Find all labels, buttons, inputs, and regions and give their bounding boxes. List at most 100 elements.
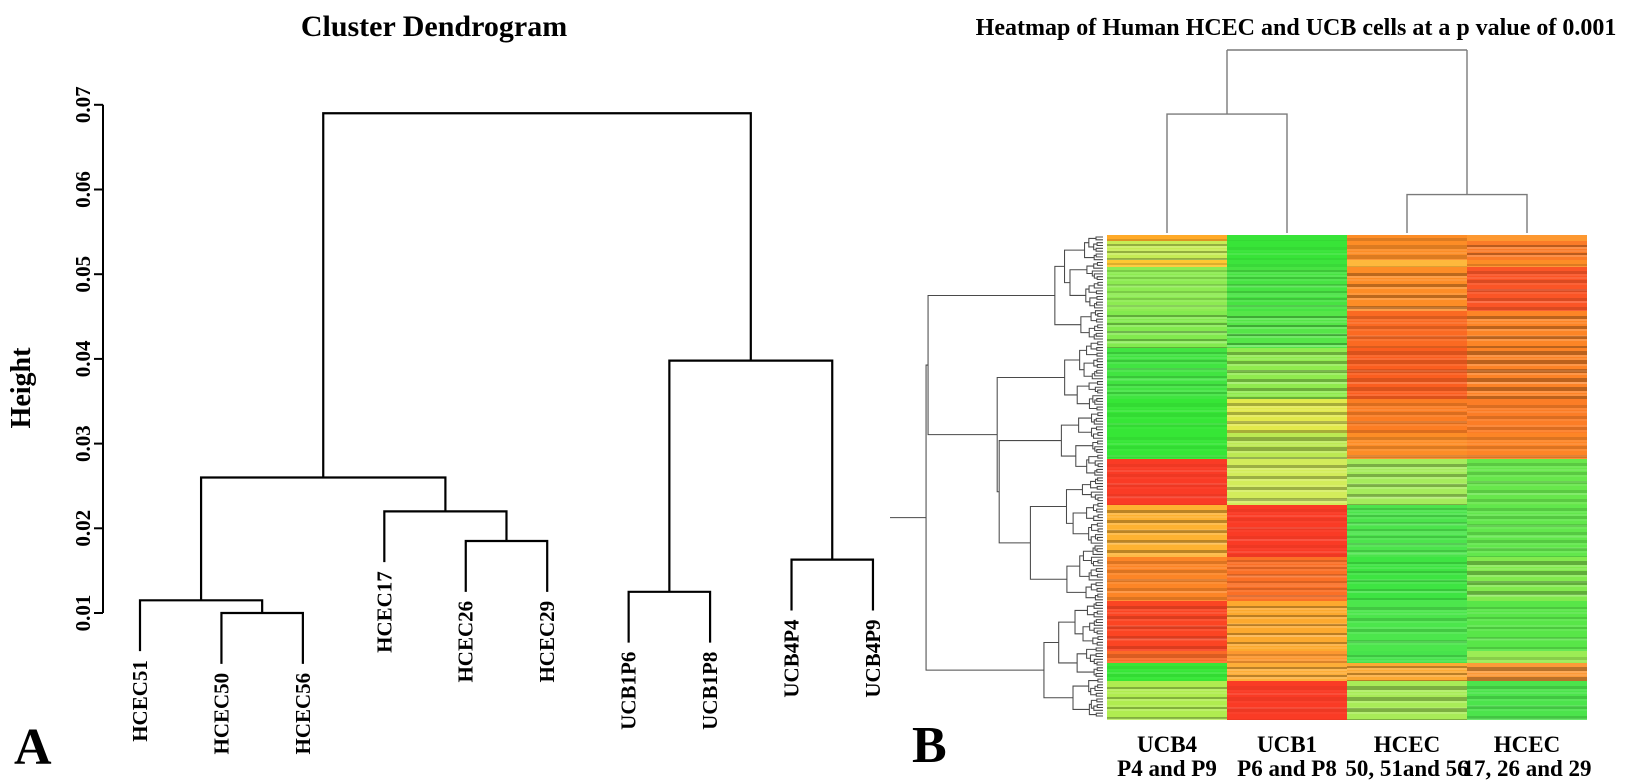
dendrogram-merge (668, 359, 834, 592)
panel-b-title: Heatmap of Human HCEC and UCB cells at a… (975, 15, 1617, 41)
row-dendro-merge (1097, 678, 1103, 683)
row-dendro-merge (1097, 454, 1103, 459)
dendrogram-merge (464, 539, 549, 592)
heatmap-cell-band3-col1 (1227, 267, 1347, 311)
row-dendro-merge (1097, 684, 1103, 689)
leaf-label: HCEC51 (128, 660, 152, 742)
row-dendro-merge (1097, 528, 1103, 533)
row-dendro-merge (927, 294, 1055, 436)
row-dendro-merge (1095, 417, 1103, 422)
heatmap-cell-band6-col1 (1227, 399, 1347, 433)
row-dendro-merge (1096, 485, 1103, 490)
row-dendro-merge (1095, 619, 1103, 623)
y-axis-tick-label: 0.05 (71, 256, 95, 293)
heatmap-cell-band7-col1 (1227, 433, 1347, 459)
row-dendro-merge (1089, 654, 1097, 662)
row-dendro-merge (1096, 536, 1103, 541)
row-dendro-merge (1093, 263, 1103, 269)
heatmap-cell-band10-col2 (1347, 557, 1467, 601)
row-dendro-merge (1094, 534, 1103, 540)
heatmap-col-2-label-line2: P6 and P8 (1237, 756, 1337, 780)
heatmap-cell-band8-col0 (1107, 459, 1227, 505)
row-dendro-merge (1093, 254, 1103, 261)
heatmap-cell-band1-col1 (1227, 241, 1347, 260)
dendrogram-merge (790, 558, 875, 611)
row-dendro-merge (1095, 672, 1103, 677)
row-dendro-merge (1096, 358, 1103, 363)
row-dendro-merge (1096, 352, 1103, 357)
heatmap-cell-band13-col0 (1107, 663, 1227, 681)
row-dendro-merge (996, 376, 1065, 493)
row-dendro-merge (1093, 334, 1103, 340)
row-dendro-merge (1069, 269, 1087, 296)
row-dendro-merge (1096, 276, 1103, 281)
row-dendro-merge (1095, 253, 1103, 258)
heatmap-col-1-label-line1: UCB4 (1136, 732, 1198, 757)
heatmap-cell-band8-col2 (1347, 459, 1467, 505)
heatmap-cell-band5-col1 (1227, 348, 1347, 399)
heatmap-cell-band7-col3 (1467, 433, 1587, 459)
y-axis-tick-label: 0.07 (71, 86, 95, 123)
row-dendro-merge (1094, 545, 1103, 551)
heatmap-cell-band6-col2 (1347, 399, 1467, 433)
y-axis-tick-label: 0.02 (71, 510, 95, 547)
heatmap-cell-band8-col3 (1467, 459, 1587, 505)
row-dendro-merge (1096, 406, 1103, 411)
panel-a-title: Cluster Dendrogram (300, 10, 568, 43)
row-dendro-merge (1066, 565, 1087, 593)
row-dendro-merge (1094, 371, 1103, 377)
row-dendro-merge (1096, 667, 1103, 672)
heatmap-cell-band14-col0 (1107, 681, 1227, 720)
row-dendro-merge (1086, 345, 1097, 356)
row-dendro-merge (1094, 446, 1103, 452)
row-dendro-merge (1081, 484, 1092, 496)
row-dendro-merge (1097, 502, 1103, 507)
heatmap-cell-band9-col2 (1347, 505, 1467, 557)
row-dendro-merge (1093, 283, 1103, 289)
heatmap-col-3-label-line2: 50, 51and 56 (1345, 756, 1469, 780)
row-dendro-merge (1088, 237, 1097, 248)
heatmap-cell-band3-col2 (1347, 267, 1467, 311)
dendrogram-merge (322, 112, 752, 478)
row-dendro-merge (1088, 285, 1097, 293)
heatmap-cell-band6-col0 (1107, 399, 1227, 433)
heatmap-cell-band0-col2 (1347, 235, 1467, 241)
heatmap-cell-band6-col3 (1467, 399, 1587, 433)
heatmap-cell-band0-col1 (1227, 235, 1347, 241)
row-dendro-merge (1093, 612, 1103, 618)
row-dendro-merge (1094, 386, 1103, 392)
row-dendro-merge (1093, 620, 1103, 626)
heatmap-cell-band14-col1 (1227, 681, 1347, 720)
row-dendro-merge (1092, 504, 1098, 512)
heatmap-cell-band9-col1 (1227, 505, 1347, 557)
row-dendro-merge (1094, 325, 1103, 332)
leaf-label: UCB4P4 (780, 619, 804, 698)
row-dendro-merge (1094, 494, 1103, 500)
heatmap-cell-band14-col2 (1347, 681, 1467, 720)
row-dendro-merge (1097, 497, 1103, 502)
row-dendro-merge (1096, 661, 1103, 666)
heatmap-cell-band1-col2 (1347, 241, 1467, 260)
row-dendro-merge (1093, 273, 1103, 279)
heatmap-col-4-label-line2: 17, 26 and 29 (1462, 756, 1592, 780)
row-dendro-merge (1088, 382, 1098, 390)
heatmap-cell-band2-col2 (1347, 260, 1467, 267)
row-dendro-merge (1082, 626, 1093, 642)
row-dendro-merge (1095, 712, 1103, 717)
heatmap-cell-band4-col1 (1227, 311, 1347, 348)
heatmap-cell-band12-col0 (1107, 651, 1227, 663)
row-dendro-merge (1093, 603, 1103, 609)
row-dendro-merge (1093, 658, 1103, 665)
heatmap-grid (1107, 235, 1587, 720)
leaf-label: UCB1P6 (617, 652, 641, 730)
row-dendro-merge (1072, 685, 1090, 710)
row-dendro-merge (1096, 295, 1103, 300)
heatmap-cell-band12-col3 (1467, 651, 1587, 663)
row-dendro-merge (1096, 522, 1103, 527)
row-dendro-merge (1076, 385, 1090, 405)
row-dendro-merge (1097, 313, 1103, 317)
y-axis-tick-label: 0.04 (71, 340, 95, 377)
row-dendro-merge (1093, 627, 1103, 633)
row-dendro-merge (1096, 301, 1103, 306)
row-dendro-merge (1089, 622, 1095, 631)
